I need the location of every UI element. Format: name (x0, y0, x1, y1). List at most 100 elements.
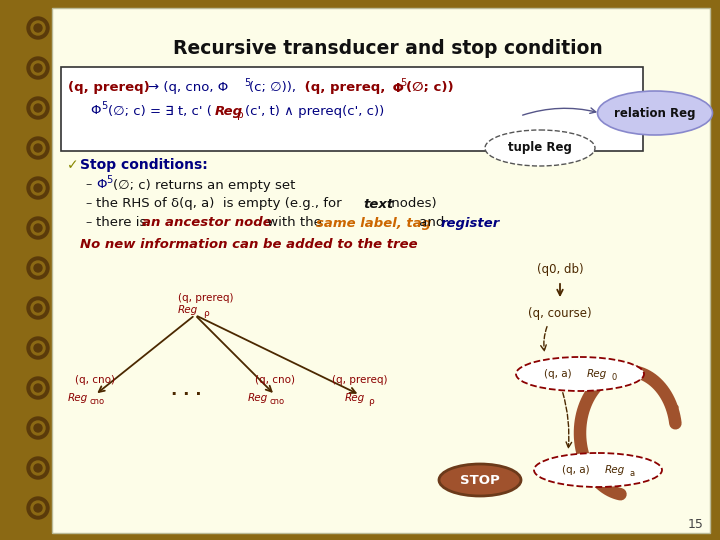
Text: No new information can be added to the tree: No new information can be added to the t… (80, 238, 418, 251)
Text: 5: 5 (101, 101, 107, 111)
Text: (q, prereq,: (q, prereq, (300, 82, 385, 94)
Circle shape (31, 101, 45, 115)
Text: (q0, db): (q0, db) (536, 264, 583, 276)
Circle shape (27, 337, 49, 359)
Text: ρ: ρ (237, 110, 243, 120)
Ellipse shape (598, 91, 713, 135)
Circle shape (34, 504, 42, 512)
Text: ✓: ✓ (67, 158, 78, 172)
Circle shape (27, 457, 49, 479)
Text: (q, course): (q, course) (528, 307, 592, 320)
Text: there is: there is (96, 217, 150, 230)
Circle shape (27, 257, 49, 279)
Circle shape (27, 17, 49, 39)
Circle shape (31, 381, 45, 395)
Circle shape (34, 144, 42, 152)
Text: an ancestor node: an ancestor node (142, 217, 271, 230)
Text: 0: 0 (611, 373, 616, 381)
Circle shape (31, 421, 45, 435)
Circle shape (27, 57, 49, 79)
Text: ρ: ρ (368, 396, 374, 406)
Text: register: register (441, 217, 500, 230)
Text: (c; ∅)),: (c; ∅)), (249, 82, 296, 94)
Text: 15: 15 (688, 518, 704, 531)
Text: (c', t) ∧ prereq(c', c)): (c', t) ∧ prereq(c', c)) (245, 105, 384, 118)
Text: a: a (629, 469, 634, 477)
Text: (q, cno): (q, cno) (75, 375, 115, 385)
Text: cno: cno (90, 396, 105, 406)
Ellipse shape (534, 453, 662, 487)
Circle shape (34, 224, 42, 232)
Circle shape (27, 217, 49, 239)
Text: and: and (415, 217, 449, 230)
Text: → (q, cno, Φ: → (q, cno, Φ (148, 82, 228, 94)
Circle shape (31, 461, 45, 475)
Text: 5: 5 (244, 78, 251, 88)
Text: 5: 5 (106, 175, 112, 185)
Text: Φ: Φ (388, 82, 404, 94)
Text: –: – (85, 198, 91, 211)
Circle shape (27, 417, 49, 439)
Circle shape (27, 137, 49, 159)
Circle shape (34, 424, 42, 432)
Text: (q, prereq): (q, prereq) (178, 293, 233, 303)
Text: (q, cno): (q, cno) (255, 375, 295, 385)
Circle shape (34, 264, 42, 272)
Text: Reg: Reg (248, 393, 269, 403)
Circle shape (34, 24, 42, 32)
Text: ρ: ρ (203, 308, 209, 318)
Text: (∅; c) = ∃ t, c' (: (∅; c) = ∃ t, c' ( (108, 105, 212, 118)
Text: (q, prereq): (q, prereq) (332, 375, 388, 385)
Text: Reg: Reg (587, 369, 607, 379)
Text: (q, prereq): (q, prereq) (68, 82, 150, 94)
Text: (∅; c) returns an empty set: (∅; c) returns an empty set (113, 179, 295, 192)
Text: Reg: Reg (215, 105, 243, 118)
Circle shape (31, 301, 45, 315)
Text: STOP: STOP (460, 474, 500, 487)
Circle shape (27, 177, 49, 199)
Circle shape (34, 304, 42, 312)
Text: with the: with the (263, 217, 326, 230)
Text: –: – (85, 179, 91, 192)
Circle shape (27, 97, 49, 119)
Circle shape (31, 141, 45, 155)
Text: text: text (363, 198, 393, 211)
Circle shape (27, 497, 49, 519)
Text: Recursive transducer and stop condition: Recursive transducer and stop condition (173, 38, 603, 57)
Circle shape (31, 61, 45, 75)
Text: Φ: Φ (90, 105, 101, 118)
Circle shape (27, 297, 49, 319)
Circle shape (34, 64, 42, 72)
Ellipse shape (439, 464, 521, 496)
Circle shape (34, 184, 42, 192)
Circle shape (31, 341, 45, 355)
Text: Reg: Reg (605, 465, 625, 475)
Circle shape (34, 344, 42, 352)
Circle shape (31, 221, 45, 235)
Text: Reg: Reg (68, 393, 89, 403)
Text: cno: cno (270, 396, 285, 406)
Text: –: – (85, 217, 91, 230)
Circle shape (31, 261, 45, 275)
Text: Reg: Reg (345, 393, 365, 403)
FancyBboxPatch shape (61, 67, 643, 151)
FancyBboxPatch shape (52, 8, 710, 533)
Circle shape (27, 377, 49, 399)
Circle shape (31, 501, 45, 515)
Ellipse shape (485, 130, 595, 166)
Text: Reg: Reg (178, 305, 198, 315)
Text: (q, a): (q, a) (562, 465, 590, 475)
Text: tuple Reg: tuple Reg (508, 141, 572, 154)
Text: (q, a): (q, a) (544, 369, 572, 379)
Circle shape (34, 384, 42, 392)
Text: Stop conditions:: Stop conditions: (80, 158, 208, 172)
Text: nodes): nodes) (387, 198, 436, 211)
Ellipse shape (516, 357, 644, 391)
Circle shape (34, 104, 42, 112)
Text: 5: 5 (400, 78, 406, 88)
Circle shape (31, 181, 45, 195)
Text: Φ: Φ (96, 179, 107, 192)
Text: . . .: . . . (171, 381, 202, 399)
Circle shape (31, 21, 45, 35)
Text: relation Reg: relation Reg (614, 106, 696, 119)
